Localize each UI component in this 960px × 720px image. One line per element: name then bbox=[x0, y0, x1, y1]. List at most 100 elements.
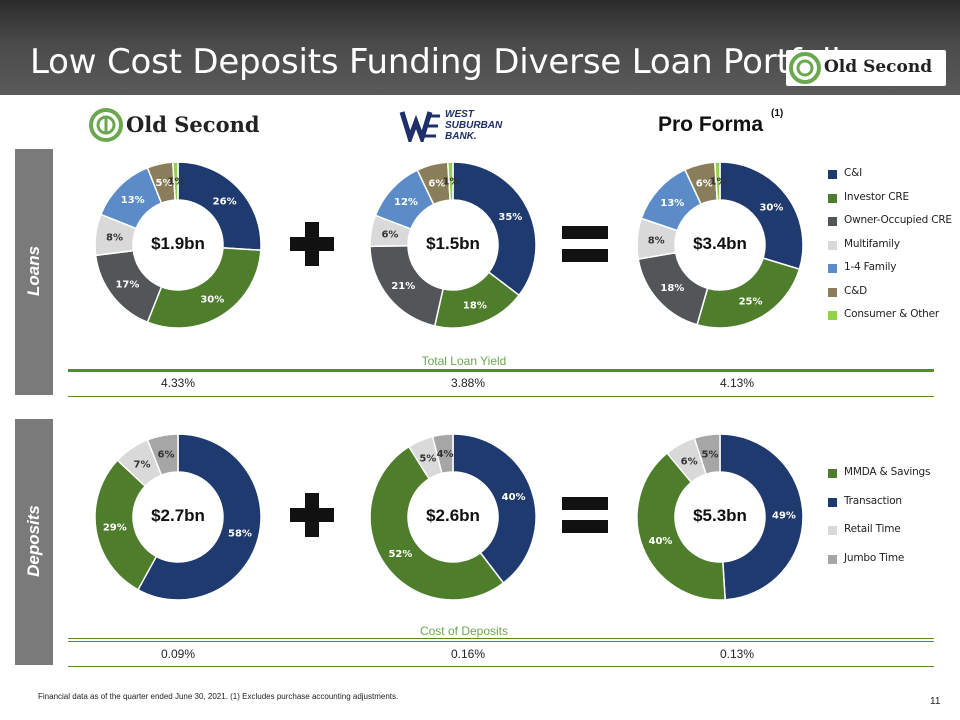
center-label: $2.6bn bbox=[426, 506, 480, 525]
donut-slice-transaction bbox=[452, 433, 537, 584]
donut-slice-investor-cre bbox=[696, 257, 801, 329]
data-label-multifamily: 6% bbox=[381, 229, 398, 240]
donut-slice-transaction bbox=[719, 433, 804, 601]
divider bbox=[68, 641, 934, 642]
west-suburban-logo-text: WEST SUBURBAN BANK. bbox=[445, 109, 502, 142]
data-label-mmda-and-savings: 40% bbox=[649, 536, 673, 547]
plus-icon bbox=[290, 222, 334, 266]
data-label-multifamily: 8% bbox=[106, 232, 123, 243]
wsb-line-1: WEST bbox=[445, 109, 474, 120]
old-second-emblem-icon bbox=[89, 108, 123, 142]
donut-slice-jumbo-time bbox=[146, 433, 179, 477]
total-loan-yield-title: Total Loan Yield bbox=[421, 354, 507, 368]
legend-swatch bbox=[828, 193, 837, 203]
data-label-jumbo-time: 6% bbox=[158, 450, 175, 461]
deposits-section-label: Deposits bbox=[24, 505, 43, 577]
donut-slice-mmda-and-savings bbox=[636, 451, 727, 601]
data-label-1-4-family: 13% bbox=[121, 195, 145, 206]
data-label-candd: 6% bbox=[696, 178, 713, 189]
loans-old-second-donut: 26% 30% 17% 8% 13% 5%1% bbox=[94, 161, 262, 329]
legend-label: 1-4 Family bbox=[844, 261, 897, 273]
footnote: Financial data as of the quarter ended J… bbox=[38, 692, 399, 701]
deposits-section-tab: Deposits bbox=[15, 419, 53, 665]
data-label-retail-time: 6% bbox=[681, 456, 698, 467]
data-label-transaction: 58% bbox=[228, 528, 252, 539]
legend-swatch bbox=[828, 526, 837, 535]
data-label-consumer-and-other: 1% bbox=[442, 177, 459, 188]
donut-slice-consumer-and-other bbox=[714, 161, 721, 201]
data-label-investor-cre: 18% bbox=[463, 301, 487, 312]
data-label-retail-time: 7% bbox=[134, 460, 151, 471]
deposits-old-second-donut: 58% 29% 7% 6% bbox=[94, 433, 262, 601]
legend-label: Transaction bbox=[844, 494, 902, 507]
loan-yield-old-second: 4.33% bbox=[160, 376, 196, 390]
donut-slice-jumbo-time bbox=[431, 433, 454, 475]
data-label-multifamily: 8% bbox=[648, 236, 665, 247]
data-label-transaction: 40% bbox=[502, 492, 526, 503]
old-second-logo-text: Old Second bbox=[126, 112, 260, 137]
data-label-owner-occupied-cre: 18% bbox=[660, 283, 684, 294]
legend-label: MMDA & Savings bbox=[844, 466, 931, 478]
loans-section-label: Loans bbox=[24, 245, 43, 297]
deposit-cost-pro-forma: 0.13% bbox=[719, 647, 755, 661]
data-label-owner-occupied-cre: 17% bbox=[115, 280, 139, 291]
loans-west-suburban-donut: 35%18%21%6%12%6%1% bbox=[369, 161, 537, 329]
donut-slice-jumbo-time bbox=[693, 433, 721, 476]
legend-swatch bbox=[828, 264, 837, 273]
donut-slice-candi bbox=[452, 161, 537, 297]
data-label-jumbo-time: 4% bbox=[437, 449, 454, 460]
divider bbox=[68, 666, 934, 667]
legend-label: C&D bbox=[844, 284, 868, 297]
data-label-consumer-and-other: 1% bbox=[167, 177, 184, 188]
legend-swatch bbox=[828, 217, 837, 226]
loan-yield-west-suburban: 3.88% bbox=[450, 376, 486, 390]
legend-label: Owner-Occupied CRE bbox=[844, 214, 952, 226]
old-second-emblem-icon bbox=[789, 52, 821, 84]
equals-icon bbox=[562, 497, 608, 533]
page-title: Low Cost Deposits Funding Diverse Loan P… bbox=[30, 42, 862, 82]
data-label-mmda-and-savings: 52% bbox=[388, 549, 412, 560]
plus-icon bbox=[290, 493, 334, 537]
data-label-jumbo-time: 5% bbox=[701, 449, 718, 460]
data-label-candi: 35% bbox=[498, 212, 522, 223]
old-second-logo: Old Second bbox=[88, 103, 278, 147]
legend-swatch bbox=[828, 311, 837, 320]
header-banner: Low Cost Deposits Funding Diverse Loan P… bbox=[0, 0, 960, 95]
data-label-1-4-family: 12% bbox=[394, 197, 418, 208]
header-logo-text: Old Second bbox=[824, 57, 933, 77]
center-label: $1.5bn bbox=[426, 234, 480, 253]
donut-slice-consumer-and-other bbox=[171, 161, 179, 201]
data-label-candd: 5% bbox=[156, 178, 173, 189]
divider bbox=[68, 369, 934, 372]
center-label: $5.3bn bbox=[693, 506, 747, 525]
center-label: $2.7bn bbox=[151, 506, 205, 525]
donut-slice-mmda-and-savings bbox=[94, 459, 158, 591]
legend-label: Retail Time bbox=[844, 523, 901, 535]
data-label-transaction: 49% bbox=[772, 510, 796, 521]
deposits-west-suburban-donut: 40% 52% 5% 4% bbox=[369, 433, 537, 601]
center-label: $3.4bn bbox=[693, 234, 747, 253]
header-logo: Old Second bbox=[786, 50, 946, 86]
cost-of-deposits-title: Cost of Deposits bbox=[419, 624, 509, 638]
equals-icon bbox=[562, 226, 608, 262]
legend-label: C&I bbox=[844, 167, 863, 179]
divider bbox=[68, 638, 934, 639]
divider bbox=[68, 396, 934, 397]
legend-swatch bbox=[828, 497, 837, 507]
legend-swatch bbox=[828, 469, 837, 478]
deposits-pro-forma-donut: 49% 40% 6%5% bbox=[636, 433, 804, 601]
data-label-candi: 30% bbox=[759, 202, 783, 213]
data-label-retail-time: 5% bbox=[419, 454, 436, 465]
west-suburban-logo: WEST SUBURBAN BANK. bbox=[398, 106, 513, 144]
loans-pro-forma-donut: 30% 25% 18% 8% 13% 6%1% bbox=[636, 161, 804, 329]
legend-swatch bbox=[828, 287, 837, 297]
wsb-line-2: SUBURBAN bbox=[445, 120, 503, 131]
page-number: 11 bbox=[930, 696, 941, 707]
data-label-candi: 26% bbox=[213, 197, 237, 208]
data-label-investor-cre: 25% bbox=[739, 297, 763, 308]
legend-label: Jumbo Time bbox=[844, 551, 905, 564]
pro-forma-title: Pro Forma bbox=[658, 113, 764, 136]
data-label-investor-cre: 30% bbox=[200, 295, 224, 306]
center-label: $1.9bn bbox=[151, 234, 205, 253]
data-label-mmda-and-savings: 29% bbox=[103, 523, 127, 534]
